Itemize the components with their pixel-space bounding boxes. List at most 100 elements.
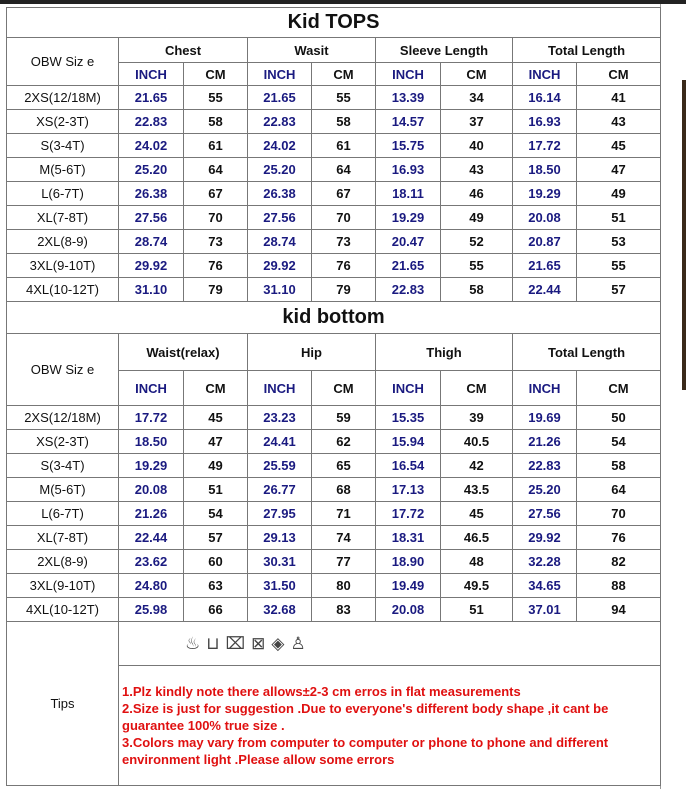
hand-wash-icon: ♨ xyxy=(185,633,207,653)
inch-value: 18.50 xyxy=(118,429,184,454)
cm-header: CM xyxy=(311,370,376,406)
size-header: OBW Siz e xyxy=(6,37,119,86)
size-cell: S(3-4T) xyxy=(6,453,119,478)
cm-value: 51 xyxy=(440,597,513,622)
size-cell: XL(7-8T) xyxy=(6,205,119,230)
cm-value: 73 xyxy=(311,229,376,254)
product-photo-edge xyxy=(682,80,686,390)
cm-value: 67 xyxy=(311,181,376,206)
inch-value: 20.87 xyxy=(512,229,577,254)
inch-value: 28.74 xyxy=(247,229,312,254)
cm-value: 55 xyxy=(440,253,513,278)
inch-value: 19.29 xyxy=(512,181,577,206)
chest-header: Chest xyxy=(118,37,248,63)
shirt-icon: ♙ xyxy=(290,633,312,653)
cm-value: 70 xyxy=(576,501,661,526)
size-cell: 2XS(12/18M) xyxy=(6,85,119,110)
inch-value: 19.29 xyxy=(118,453,184,478)
cm-value: 51 xyxy=(575,205,662,230)
inch-value: 21.65 xyxy=(247,85,312,110)
tip-3: 3.Colors may vary from computer to compu… xyxy=(122,735,609,767)
bottom-units-row: INCH CM INCH CM INCH CM INCH CM xyxy=(7,370,661,406)
size-cell: XS(2-3T) xyxy=(6,429,119,454)
inch-header: INCH xyxy=(512,370,577,406)
cm-value: 37 xyxy=(440,109,513,134)
no-tumble-dry-icon: ⌧ xyxy=(225,633,252,653)
inch-value: 25.20 xyxy=(118,157,184,182)
inch-value: 25.98 xyxy=(118,597,184,622)
cm-value: 47 xyxy=(575,157,662,182)
cm-value: 43 xyxy=(575,109,662,134)
cm-header: CM xyxy=(183,62,248,86)
inch-value: 18.11 xyxy=(375,181,441,206)
inch-value: 25.20 xyxy=(247,157,312,182)
inch-value: 27.56 xyxy=(247,205,312,230)
cm-value: 88 xyxy=(576,573,661,598)
inch-value: 22.83 xyxy=(512,453,577,478)
size-cell: M(5-6T) xyxy=(6,477,119,502)
cm-value: 64 xyxy=(183,157,248,182)
size-cell: 4XL(10-12T) xyxy=(6,277,119,302)
inch-value: 20.08 xyxy=(375,597,441,622)
cm-value: 40 xyxy=(440,133,513,158)
inch-value: 21.26 xyxy=(118,501,184,526)
inch-value: 23.23 xyxy=(247,405,312,430)
cm-value: 65 xyxy=(311,453,376,478)
inch-value: 29.13 xyxy=(247,525,312,550)
cm-value: 70 xyxy=(311,205,376,230)
size-row: XS(2-3T) 18.50 47 24.41 62 15.94 40.5 21.26 54 xyxy=(6,429,661,454)
inch-value: 22.83 xyxy=(247,109,312,134)
inch-value: 17.13 xyxy=(375,477,441,502)
cm-value: 57 xyxy=(575,277,662,302)
inch-value: 19.69 xyxy=(512,405,577,430)
inch-header: INCH xyxy=(118,62,184,86)
size-row: S(3-4T) 24.02 61 24.02 61 15.75 40 17.72 45 xyxy=(6,133,662,158)
cm-value: 43.5 xyxy=(440,477,513,502)
inch-value: 16.14 xyxy=(512,85,577,110)
cm-value: 48 xyxy=(440,549,513,574)
inch-value: 25.59 xyxy=(247,453,312,478)
inch-value: 15.94 xyxy=(375,429,441,454)
tops-units-row: INCH CM INCH CM INCH CM INCH CM xyxy=(7,62,662,86)
size-row: M(5-6T) 20.08 51 26.77 68 17.13 43.5 25.20 64 xyxy=(6,477,661,502)
cm-value: 82 xyxy=(576,549,661,574)
inch-value: 18.31 xyxy=(375,525,441,550)
cm-value: 49 xyxy=(440,205,513,230)
inch-value: 24.02 xyxy=(247,133,312,158)
cm-value: 61 xyxy=(183,133,248,158)
inch-value: 20.08 xyxy=(512,205,577,230)
tip-1: 1.Plz kindly note there allows±2-3 cm er… xyxy=(122,684,521,699)
size-cell: M(5-6T) xyxy=(6,157,119,182)
cm-value: 34 xyxy=(440,85,513,110)
inch-value: 18.50 xyxy=(512,157,577,182)
inch-value: 20.47 xyxy=(375,229,441,254)
inch-value: 16.93 xyxy=(512,109,577,134)
cm-value: 73 xyxy=(183,229,248,254)
cm-value: 49.5 xyxy=(440,573,513,598)
dry-icon: ⊠ xyxy=(251,633,272,653)
hip-header: Hip xyxy=(247,333,376,371)
cm-value: 51 xyxy=(183,477,248,502)
cm-value: 50 xyxy=(576,405,661,430)
tip-2: 2.Size is just for suggestion .Due to ev… xyxy=(122,701,609,733)
cm-value: 79 xyxy=(183,277,248,302)
cm-value: 46 xyxy=(440,181,513,206)
inch-value: 32.28 xyxy=(512,549,577,574)
size-row: XL(7-8T) 27.56 70 27.56 70 19.29 49 20.08 51 xyxy=(6,205,662,230)
cm-value: 40.5 xyxy=(440,429,513,454)
cm-value: 54 xyxy=(576,429,661,454)
cm-header: CM xyxy=(440,370,513,406)
cm-value: 68 xyxy=(311,477,376,502)
bottom-title: kid bottom xyxy=(6,301,661,334)
inch-header: INCH xyxy=(118,370,184,406)
cm-value: 39 xyxy=(440,405,513,430)
tips-label: Tips xyxy=(6,621,119,786)
cm-value: 61 xyxy=(311,133,376,158)
tops-size-table: Kid TOPS OBW Siz e Chest Wasit Sleeve Le… xyxy=(5,7,662,302)
inch-value: 13.39 xyxy=(375,85,441,110)
inch-value: 28.74 xyxy=(118,229,184,254)
inch-value: 15.35 xyxy=(375,405,441,430)
inch-value: 27.56 xyxy=(118,205,184,230)
cm-value: 55 xyxy=(311,85,376,110)
cm-value: 42 xyxy=(440,453,513,478)
